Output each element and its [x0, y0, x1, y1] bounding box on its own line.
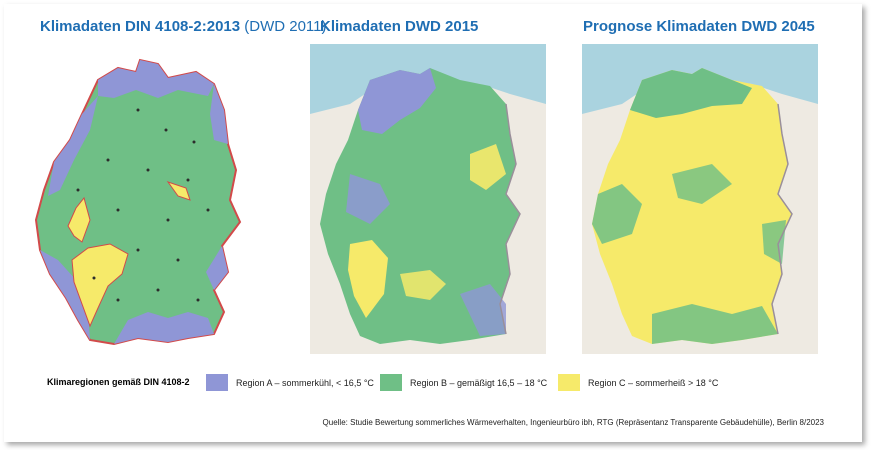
- title-din-main: Klimadaten DIN 4108-2:2013: [40, 18, 241, 35]
- map-dwd-2045: [582, 44, 818, 354]
- region-a-southeast: [206, 246, 228, 290]
- region-c-rhine: [67, 196, 91, 243]
- legend-label-region-b: Region B – gemäßigt 16,5 – 18 °C: [410, 378, 548, 388]
- region-b-north-2045: [630, 68, 752, 118]
- region-a-southeast-2015: [460, 284, 506, 336]
- region-b-mid-2045: [672, 164, 732, 204]
- title-dwd-2015: Klimadaten DWD 2015: [320, 18, 479, 35]
- region-a-north-coast: [98, 60, 214, 98]
- legend-label-region-a: Region A – sommerkühl, < 16,5 °C: [236, 378, 374, 388]
- title-din-sub: (DWD 2011): [244, 18, 327, 35]
- germany-2045: [592, 68, 792, 344]
- legend-title: Klimaregionen gemäß DIN 4108-2: [47, 377, 190, 387]
- border-line-2045: [771, 103, 793, 335]
- region-a-west: [48, 96, 98, 196]
- sea-north: [310, 44, 546, 114]
- region-b-east-2045: [762, 220, 786, 264]
- border-line-2015: [499, 103, 521, 335]
- region-b-south-2045: [652, 304, 778, 344]
- region-a-southwest: [40, 250, 90, 340]
- region-a-northeast: [210, 84, 228, 144]
- source-note: Quelle: Studie Bewertung sommerliches Wä…: [322, 418, 824, 427]
- region-a-mid-2015: [346, 174, 390, 224]
- germany-outline-din: [34, 58, 242, 346]
- legend-swatch-region-c: [558, 374, 580, 391]
- region-c-east-2015: [470, 144, 506, 190]
- title-dwd-2045: Prognose Klimadaten DWD 2045: [583, 18, 815, 35]
- region-b-west-2045: [592, 184, 642, 244]
- region-c-rhine-2015: [348, 240, 388, 318]
- legend-swatch-region-b: [380, 374, 402, 391]
- region-c-upper-rhine: [71, 243, 129, 328]
- region-c-main: [166, 181, 191, 201]
- region-a-south: [114, 312, 214, 344]
- map-din: [34, 58, 242, 346]
- region-c-south-2015: [400, 270, 446, 300]
- legend-label-region-c: Region C – sommerheiß > 18 °C: [588, 378, 719, 388]
- city-markers: [76, 108, 210, 302]
- sea-north: [582, 44, 818, 114]
- region-a-north-2015: [358, 68, 436, 134]
- map-dwd-2015: [310, 44, 546, 354]
- legend-swatch-region-a: [206, 374, 228, 391]
- title-din: Klimadaten DIN 4108-2:2013 (DWD 2011): [40, 18, 327, 35]
